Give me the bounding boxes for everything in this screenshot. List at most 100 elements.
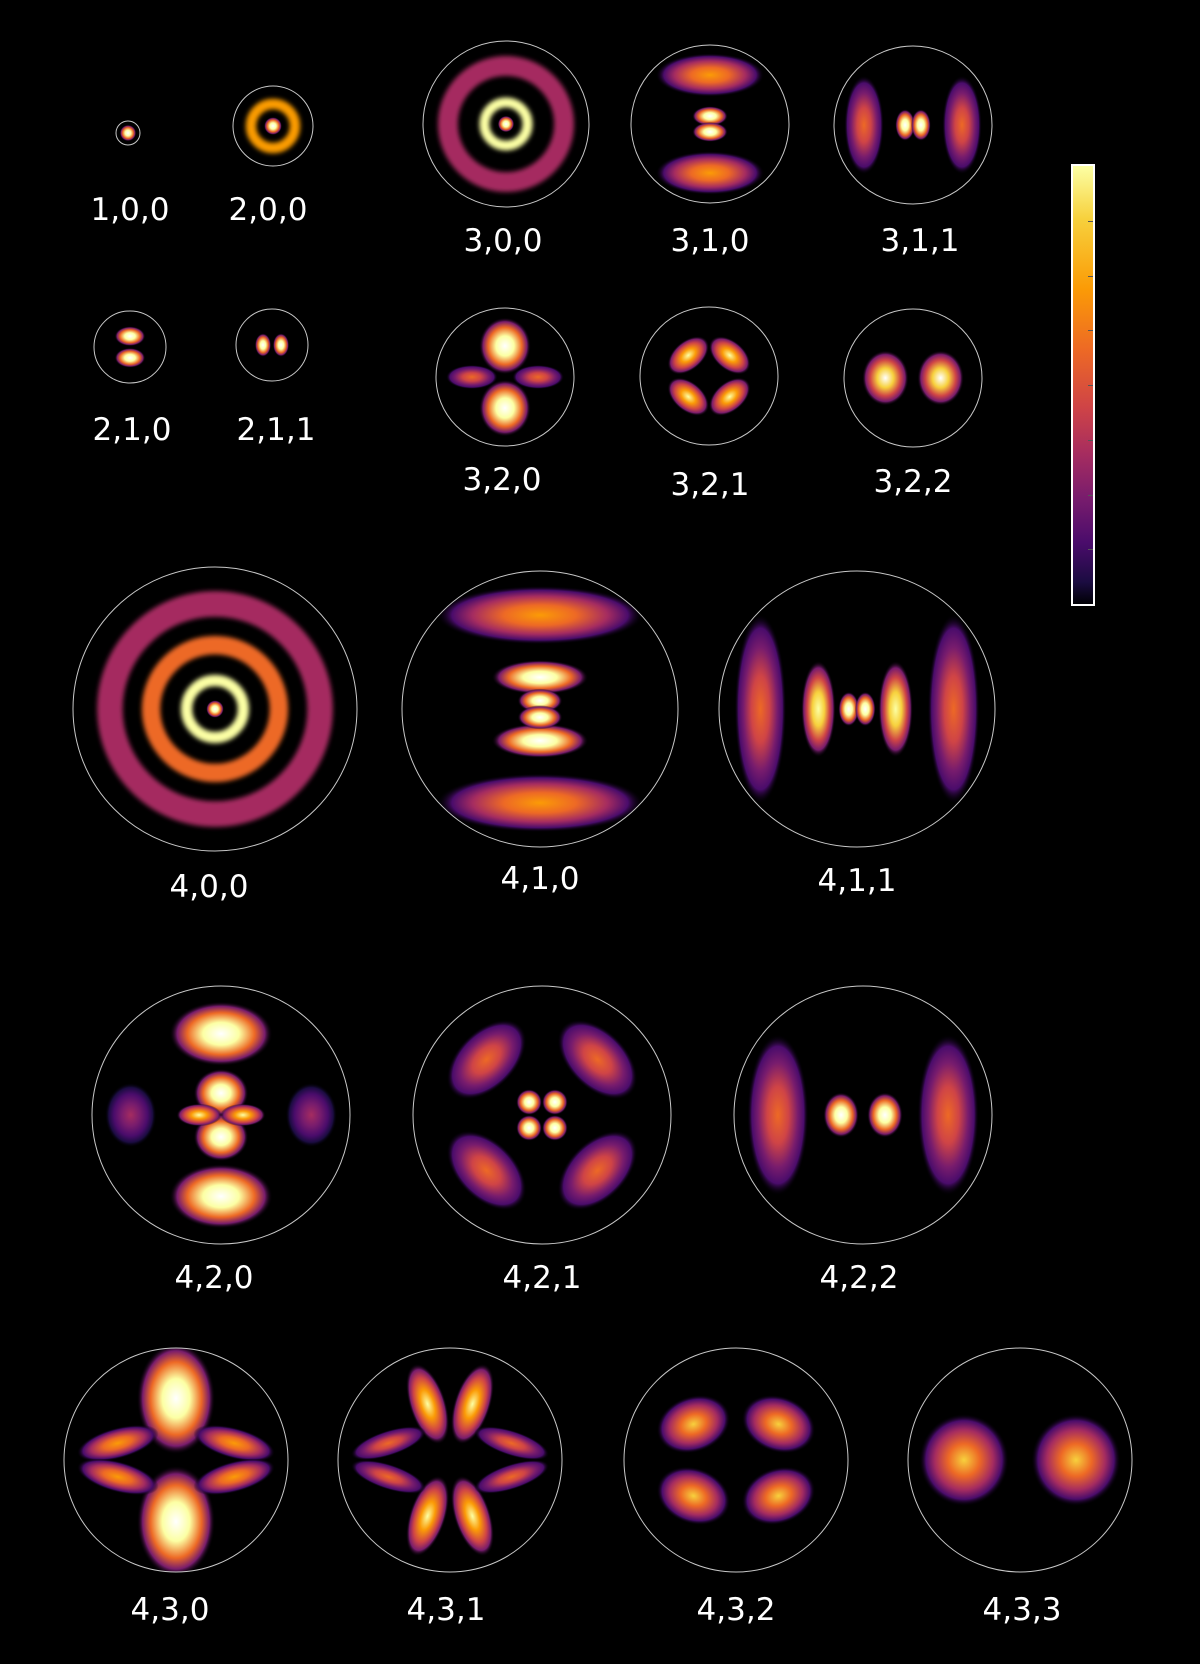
colorbar-tick <box>1088 494 1093 496</box>
orbital-label: 4,3,1 <box>407 1592 486 1628</box>
orbital-4-1-1: 4,1,1 <box>718 570 996 899</box>
orbital-label: 4,1,0 <box>501 861 580 897</box>
orbital-lobe <box>474 1459 550 1494</box>
orbital-lobe <box>220 1103 266 1127</box>
orbital-lobe <box>708 336 751 375</box>
orbital-lobe <box>285 1082 338 1148</box>
orbital-ring <box>245 98 301 154</box>
orbital-2-1-1: 2,1,1 <box>235 308 316 448</box>
orbital-lobe <box>436 773 644 833</box>
orbital-3-0-0: 3,0,0 <box>422 40 590 259</box>
orbital-lobe <box>479 317 531 375</box>
colorbar-tick <box>1088 275 1093 277</box>
orbital-boundary <box>630 44 790 204</box>
orbital-lobe <box>655 53 765 97</box>
orbital-label: 3,2,1 <box>671 467 750 503</box>
orbital-lobe <box>1031 1413 1121 1507</box>
orbital-4-1-0: 4,1,0 <box>401 570 679 897</box>
orbital-lobe <box>862 350 909 406</box>
orbital-4-3-0: 4,3,0 <box>63 1347 289 1628</box>
orbital-lobe <box>114 326 146 347</box>
orbital-label: 4,3,2 <box>697 1592 776 1628</box>
orbital-lobe <box>516 1089 542 1115</box>
orbital-label: 4,1,1 <box>818 863 897 899</box>
orbital-lobe <box>542 1089 568 1115</box>
colorbar-tick <box>1088 549 1093 551</box>
orbital-lobe <box>169 1001 273 1066</box>
orbital-lobe <box>104 1082 157 1148</box>
orbital-lobe <box>656 1394 731 1454</box>
orbital-lobe <box>450 1363 495 1445</box>
orbital-lobe <box>491 723 589 758</box>
orbital-4-3-3: 4,3,3 <box>907 1347 1133 1628</box>
orbital-lobe <box>497 115 515 133</box>
orbital-lobe <box>446 1019 527 1100</box>
orbital-label: 2,1,1 <box>237 412 316 448</box>
orbital-4-2-1: 4,2,1 <box>412 985 672 1296</box>
orbital-2-1-0: 2,1,0 <box>93 310 171 448</box>
orbital-lobe <box>193 1458 276 1496</box>
orbital-lobe <box>557 1019 638 1100</box>
orbital-4-2-2: 4,2,2 <box>733 985 993 1296</box>
orbital-lobe <box>76 1458 159 1496</box>
orbital-lobe <box>917 1034 979 1196</box>
orbital-lobe <box>708 377 751 416</box>
orbital-lobe <box>867 1092 903 1138</box>
orbital-3-2-0: 3,2,0 <box>435 307 575 498</box>
orbital-lobe <box>741 1466 816 1526</box>
orbital-lobe <box>542 1115 568 1141</box>
orbital-lobe <box>517 705 563 730</box>
orbital-lobe <box>405 1363 450 1445</box>
orbital-lobe <box>692 106 728 126</box>
orbital-lobe <box>436 585 644 645</box>
orbital-4-3-2: 4,3,2 <box>623 1347 849 1628</box>
orbital-boundary <box>337 1347 563 1573</box>
orbital-lobe <box>136 1465 216 1572</box>
orbital-lobe <box>667 336 710 375</box>
orbital-label: 4,2,2 <box>820 1260 899 1296</box>
orbital-lobe <box>734 614 787 804</box>
orbital-lobe <box>272 333 290 357</box>
orbital-lobe <box>479 379 531 437</box>
orbital-3-2-1: 3,2,1 <box>639 306 779 503</box>
colorbar-tick <box>1088 330 1093 332</box>
orbital-boundary <box>401 570 679 848</box>
orbital-lobe <box>136 1348 216 1455</box>
orbital-2-0-0: 2,0,0 <box>229 85 314 228</box>
orbital-label: 1,0,0 <box>91 192 170 228</box>
orbital-lobe <box>838 691 860 727</box>
orbital-boundary <box>907 1347 1133 1573</box>
orbital-4-0-0: 4,0,0 <box>72 566 358 905</box>
orbital-lobe <box>193 1424 276 1462</box>
orbital-ring <box>437 55 575 193</box>
orbital-lobe <box>264 117 282 135</box>
orbital-lobe <box>667 377 710 416</box>
orbital-label: 3,0,0 <box>464 223 543 259</box>
colorbar <box>1071 164 1095 606</box>
orbital-lobe <box>76 1424 159 1462</box>
orbital-4-2-0: 4,2,0 <box>91 985 351 1296</box>
orbital-lobe <box>927 614 980 804</box>
orbital-boundary <box>435 307 575 447</box>
orbital-lobe <box>516 1115 542 1141</box>
orbital-lobe <box>169 1164 273 1229</box>
orbital-lobe <box>656 1466 731 1526</box>
orbital-lobe <box>557 1130 638 1211</box>
orbital-lobe <box>878 660 913 758</box>
orbital-lobe <box>491 660 589 695</box>
orbital-boundary <box>232 85 314 167</box>
orbital-boundary <box>93 310 167 384</box>
orbital-ring <box>141 635 289 783</box>
orbital-boundary <box>718 570 996 848</box>
orbital-lobe <box>917 350 964 406</box>
orbital-lobe <box>517 688 563 713</box>
orbital-lobe <box>119 124 137 142</box>
orbital-boundary <box>412 985 672 1245</box>
orbital-boundary <box>833 45 993 205</box>
orbital-label: 4,0,0 <box>170 869 249 905</box>
orbital-boundary <box>91 985 351 1245</box>
orbital-lobe <box>512 364 564 390</box>
orbital-label: 4,2,0 <box>175 1260 254 1296</box>
orbital-boundary <box>733 985 993 1245</box>
